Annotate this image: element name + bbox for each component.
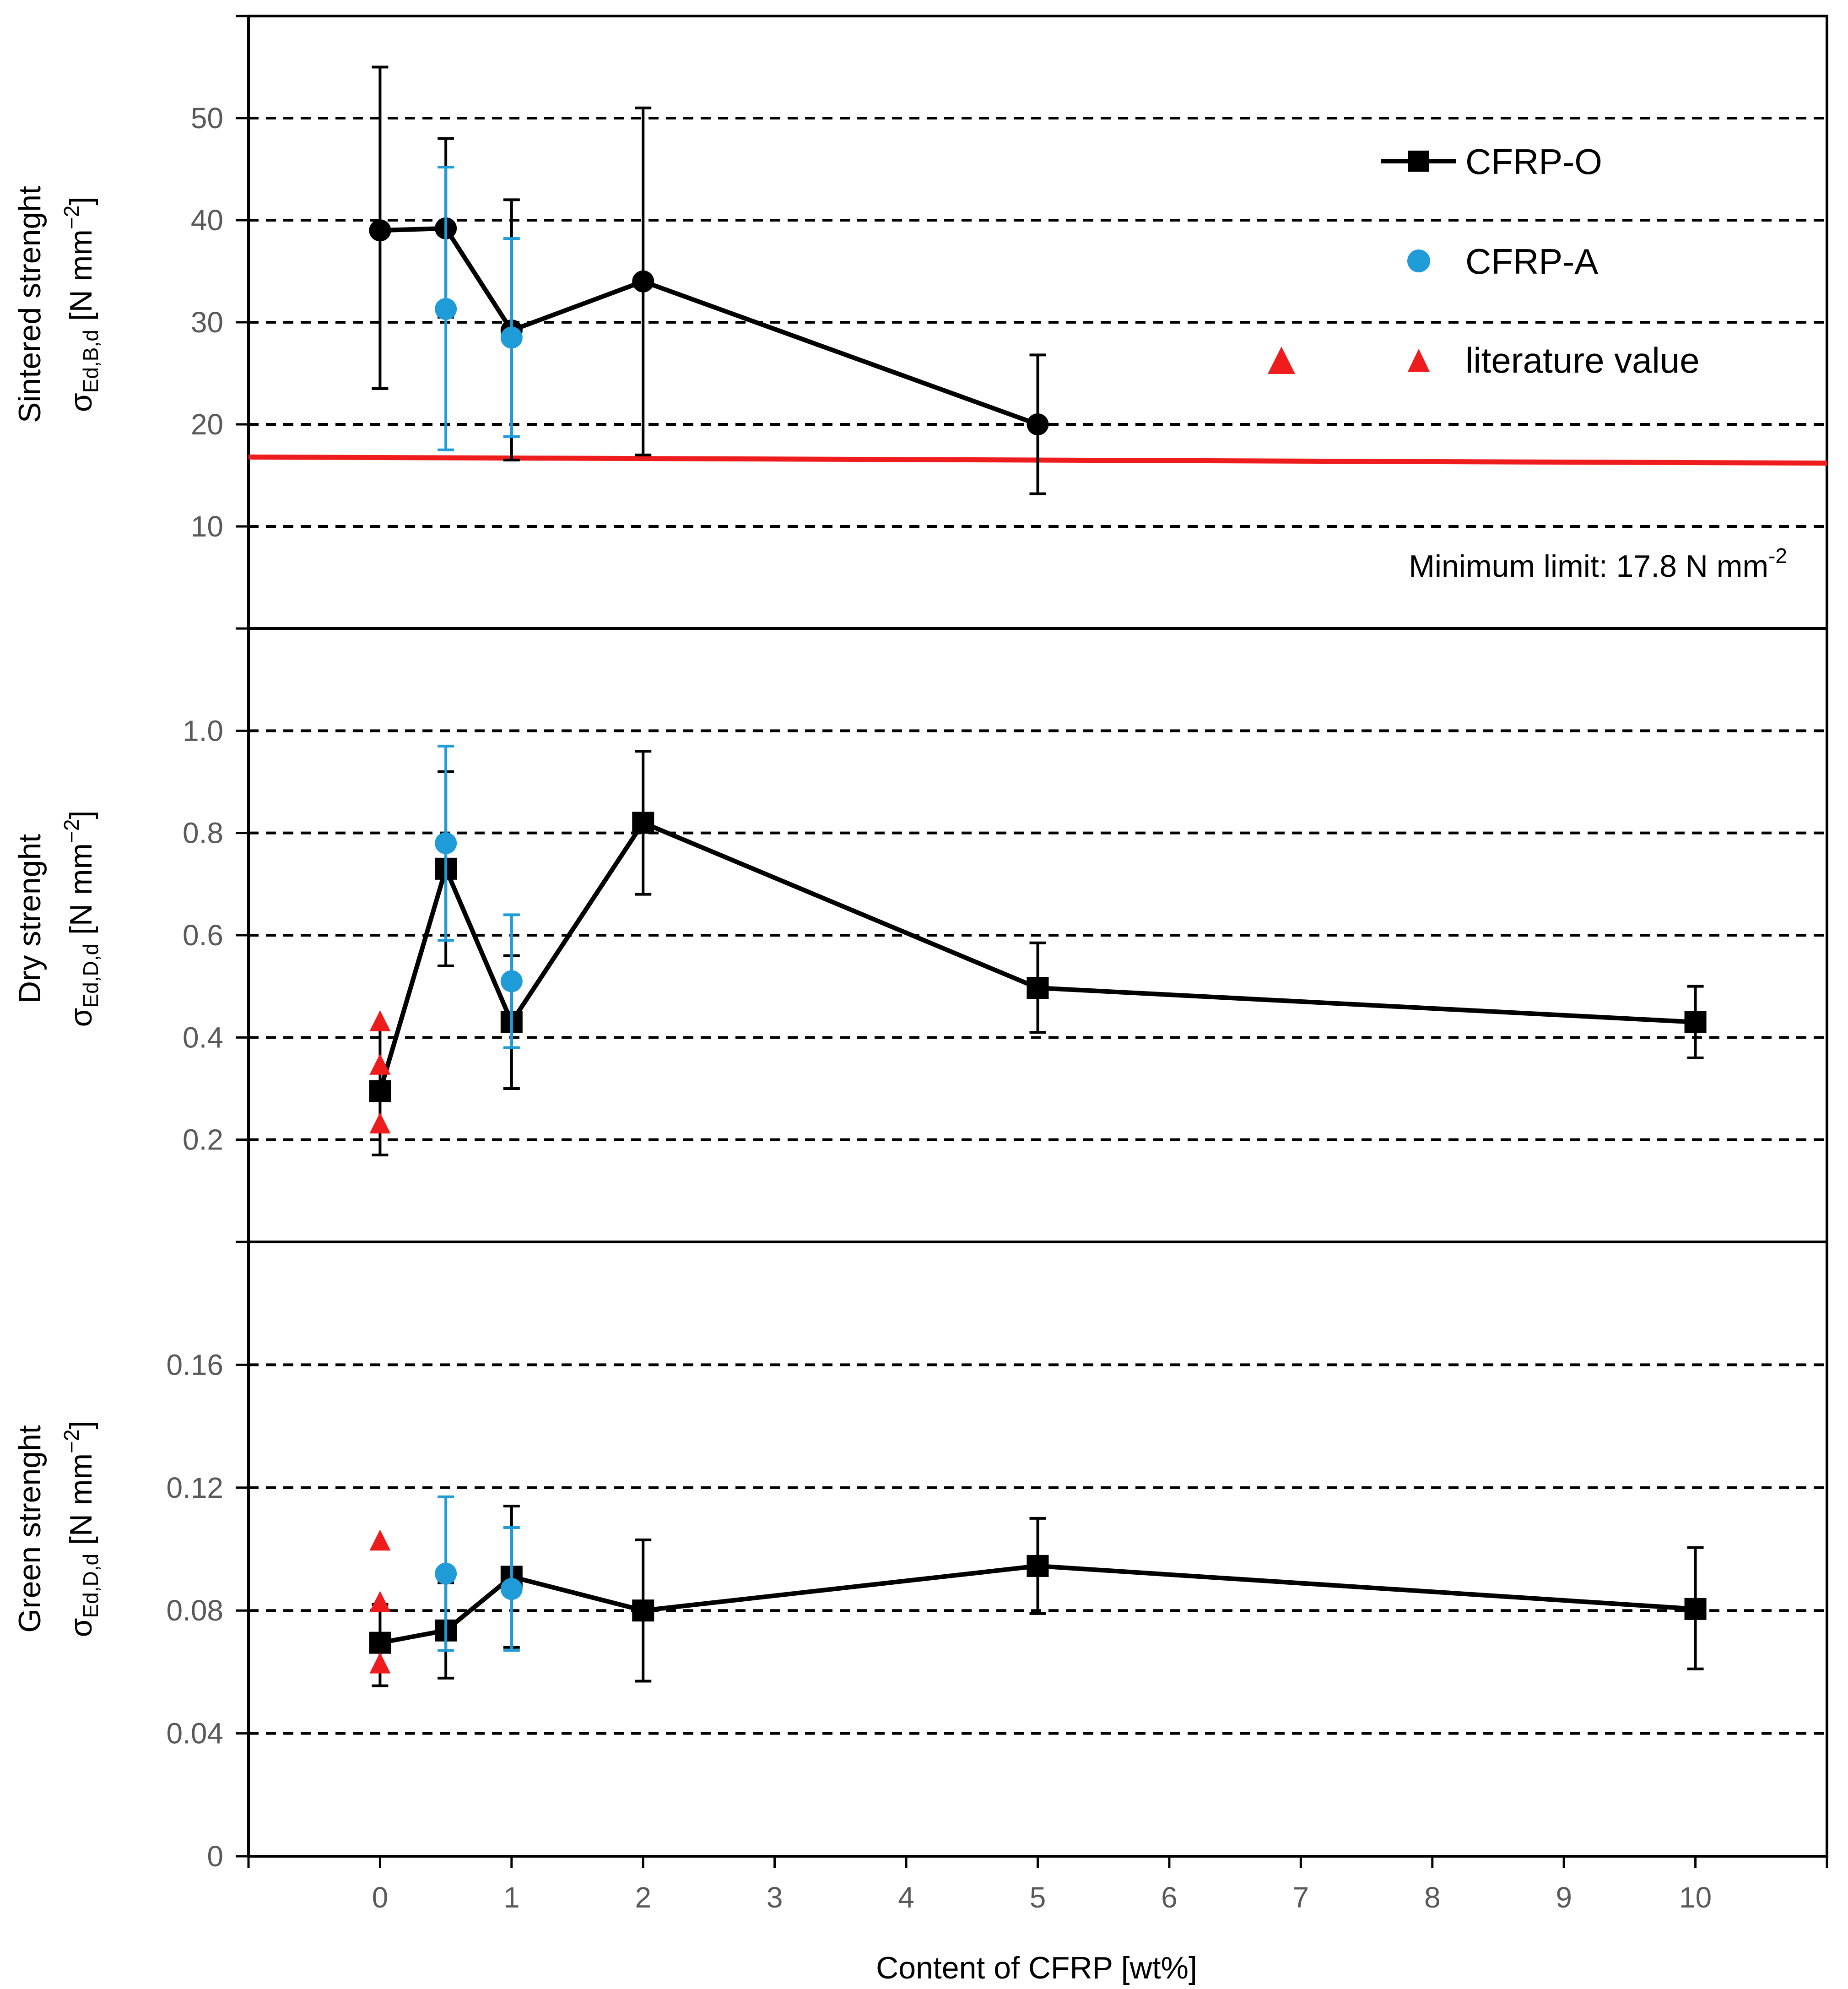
x-tick-label: 2 [635, 1881, 651, 1914]
x-tick-label: 3 [767, 1881, 783, 1914]
y-tick-label-dry: 0.4 [183, 1021, 223, 1054]
minimum-limit-exponent: -2 [1768, 544, 1787, 568]
data-point-literature-value-dry [369, 1053, 391, 1075]
data-point-cfrp-a-sintered [435, 298, 457, 320]
data-point-cfrp-a-green [435, 1562, 457, 1585]
data-point-cfrp-o-green [369, 1631, 391, 1654]
legend-entry-cfrp-o: CFRP-O [1381, 141, 1602, 182]
legend-cfrp-a-label: CFRP-A [1465, 241, 1598, 282]
y-tick-label-sintered: 20 [191, 408, 223, 441]
unit-label: [N mm [64, 229, 98, 330]
x-axis-title: Content of CFRP [wt%] [876, 1951, 1197, 1985]
data-point-cfrp-o-dry [632, 812, 654, 834]
y-tick-label-green: 0 [207, 1840, 223, 1873]
x-tick-label: 8 [1424, 1881, 1441, 1914]
legend-literature-triangle-marker [1408, 349, 1430, 372]
unit-label: [N mm [64, 1453, 98, 1554]
y-tick-label-green: 0.08 [166, 1594, 223, 1627]
data-point-literature-value-dry [369, 1010, 391, 1031]
y-axis-title-green-line1: Green strenght [12, 1425, 47, 1633]
axes-layer: 10203040500.20.40.60.81.000.040.080.120.… [166, 15, 1828, 1914]
data-point-literature-value-green [369, 1591, 391, 1612]
legend-entry-cfrp-a: CFRP-A [1407, 241, 1598, 282]
legend-entry-literature: literature value [1408, 340, 1700, 380]
unit-exponent: −2 [59, 819, 83, 843]
y-tick-label-sintered: 50 [191, 102, 223, 135]
x-tick-label: 1 [503, 1881, 520, 1914]
data-point-cfrp-o-sintered [1027, 413, 1049, 435]
minimum-limit-text: Minimum limit: 17.8 N mm [1409, 549, 1768, 584]
unit-close: ] [64, 197, 98, 206]
series-line-cfrp-o-sintered [380, 226, 1039, 427]
y-tick-label-green: 0.04 [166, 1717, 223, 1750]
sigma-symbol: σ [64, 1008, 98, 1027]
data-point-cfrp-a-dry [500, 970, 523, 992]
series-line-cfrp-o-dry [378, 820, 1696, 1092]
data-point-literature-value-green [369, 1652, 391, 1674]
x-tick-label: 0 [372, 1881, 389, 1914]
x-tick-label: 9 [1556, 1881, 1572, 1914]
data-point-cfrp-o-green [1684, 1598, 1707, 1620]
minimum-limit-annotation: Minimum limit: 17.8 N mm-2 [1409, 544, 1787, 584]
data-point-cfrp-o-green [632, 1599, 654, 1622]
legend-extra-triangle-marker [1268, 347, 1295, 374]
sigma-symbol: σ [64, 1618, 98, 1637]
y-tick-label-sintered: 40 [191, 204, 223, 237]
y-tick-label-green: 0.12 [166, 1471, 223, 1504]
y-tick-label-dry: 0.8 [183, 817, 223, 850]
data-point-cfrp-o-sintered [632, 270, 654, 293]
legend: CFRP-O CFRP-A literature value [1268, 141, 1700, 380]
legend-literature-label: literature value [1465, 340, 1700, 380]
legend-cfrp-o-square-marker [1408, 151, 1429, 172]
unit-exponent: −2 [59, 206, 83, 229]
x-tick-label: 7 [1293, 1881, 1309, 1914]
data-point-literature-value-green [369, 1529, 391, 1551]
data-point-cfrp-o-dry [1684, 1011, 1707, 1033]
y-tick-label-green: 0.16 [166, 1348, 223, 1381]
sigma-subscript: Ed,B,d [79, 330, 103, 393]
unit-label: [N mm [64, 843, 98, 943]
y-axis-title-sintered-line1: Sintered strenght [12, 186, 47, 423]
x-tick-label: 6 [1161, 1881, 1178, 1914]
y-tick-label-sintered: 10 [191, 510, 223, 543]
sigma-subscript: Ed,D,d [79, 943, 103, 1008]
data-point-cfrp-o-dry [1027, 977, 1049, 999]
y-tick-label-dry: 0.2 [183, 1123, 223, 1156]
data-point-cfrp-o-sintered [369, 219, 391, 242]
legend-cfrp-o-label: CFRP-O [1465, 141, 1602, 182]
data-layer [369, 65, 1707, 1687]
sigma-subscript: Ed,D,d [79, 1554, 103, 1618]
x-tick-label: 5 [1030, 1881, 1046, 1914]
data-point-cfrp-a-green [500, 1578, 523, 1600]
y-axis-title-sintered: Sintered strenght σEd,B,d [N mm−2] [12, 186, 103, 423]
y-axis-title-dry: Dry strenght σEd,D,d [N mm−2] [12, 810, 103, 1027]
data-point-cfrp-o-green [1027, 1555, 1049, 1577]
unit-close: ] [64, 1420, 98, 1429]
x-tick-label: 4 [898, 1881, 914, 1914]
data-point-literature-value-dry [369, 1112, 391, 1134]
y-axis-title-green-line2: σEd,D,d [N mm−2] [59, 1420, 103, 1637]
data-point-cfrp-a-sintered [500, 326, 523, 349]
y-axis-title-green: Green strenght σEd,D,d [N mm−2] [12, 1420, 103, 1637]
legend-cfrp-a-circle-marker [1407, 249, 1430, 272]
y-axis-title-sintered-line2: σEd,B,d [N mm−2] [59, 197, 103, 412]
y-axis-title-dry-line1: Dry strenght [12, 834, 47, 1003]
y-axis-title-dry-line2: σEd,D,d [N mm−2] [59, 810, 103, 1027]
y-tick-label-dry: 0.6 [183, 919, 223, 952]
y-tick-label-dry: 1.0 [183, 714, 223, 747]
unit-exponent: −2 [59, 1429, 83, 1453]
unit-close: ] [64, 810, 98, 819]
y-tick-label-sintered: 30 [191, 306, 223, 339]
data-point-cfrp-a-dry [435, 832, 457, 854]
sigma-symbol: σ [64, 393, 98, 412]
x-tick-label: 10 [1679, 1881, 1712, 1914]
data-point-cfrp-o-dry [369, 1080, 391, 1102]
